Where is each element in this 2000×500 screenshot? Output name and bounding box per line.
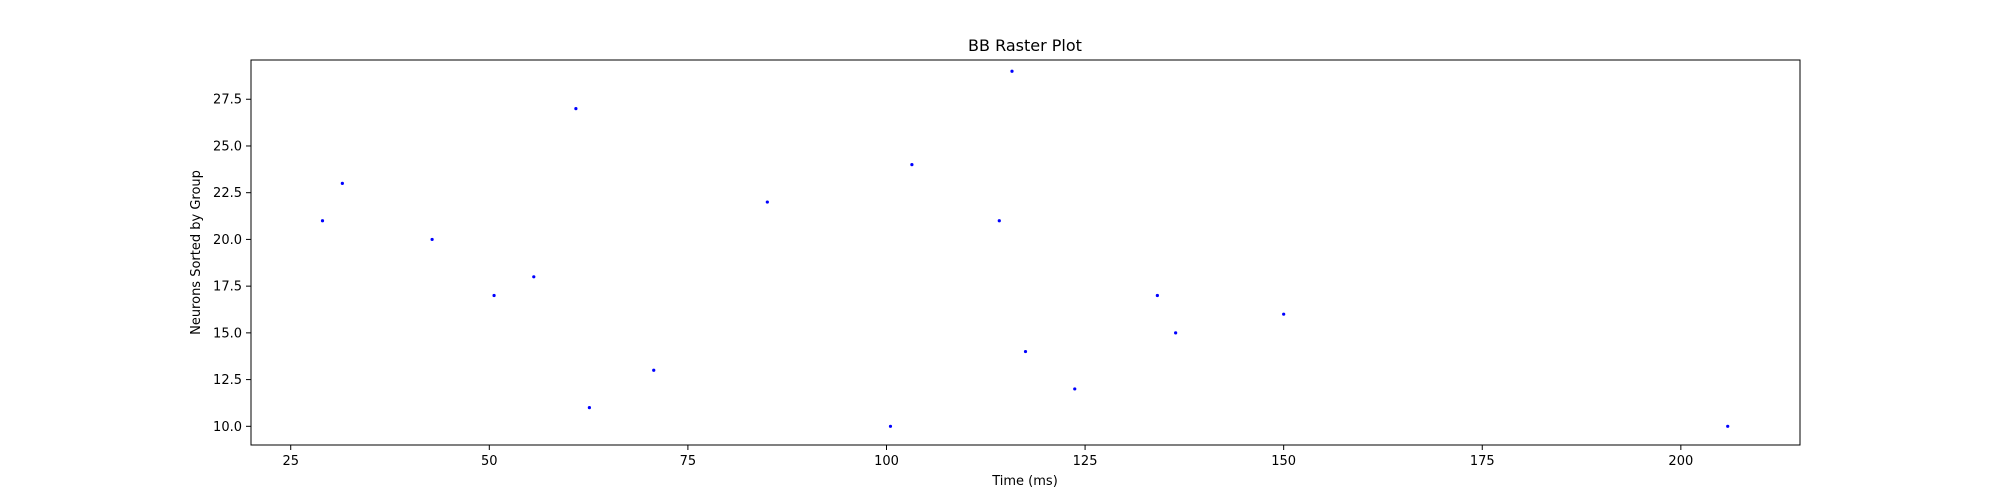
x-tick-label: 125 [1073, 454, 1098, 469]
spike-point [997, 219, 1001, 223]
plot-area-frame [250, 59, 1801, 446]
x-axis-label: Time (ms) [991, 474, 1058, 489]
spike-point [1282, 312, 1286, 316]
spike-point [765, 200, 769, 204]
spike-point [1726, 424, 1730, 428]
y-tick-label: 12.5 [213, 373, 242, 388]
y-tick-label: 20.0 [213, 233, 242, 248]
x-tick-label: 200 [1668, 454, 1693, 469]
x-tick-label: 100 [874, 454, 899, 469]
y-tick-label: 25.0 [213, 139, 242, 154]
y-tick-label: 17.5 [213, 280, 242, 295]
y-tick-label: 27.5 [213, 93, 242, 108]
chart-title: BB Raster Plot [968, 36, 1082, 55]
spike-point [1073, 387, 1077, 391]
spike-point [587, 406, 591, 410]
spike-point [430, 237, 434, 242]
y-axis-label: Neurons Sorted by Group [189, 170, 204, 335]
spike-point [340, 181, 344, 185]
spike-point [492, 293, 496, 298]
spike-point [574, 106, 578, 111]
spike-point [910, 163, 914, 167]
y-tick-label: 10.0 [213, 420, 242, 435]
spike-points [320, 69, 1730, 428]
x-tick-label: 150 [1271, 454, 1296, 469]
spike-point [1023, 349, 1028, 354]
spike-point [652, 368, 656, 372]
spike-point [1010, 69, 1014, 73]
y-tick-label: 22.5 [213, 186, 242, 201]
spike-point [320, 219, 325, 223]
x-tick-label: 50 [481, 454, 498, 469]
spike-point [888, 424, 893, 428]
x-tick-label: 25 [282, 454, 299, 469]
x-tick-label: 75 [680, 454, 697, 469]
y-axis-ticks: 10.0 12.5 15.0 17.5 20.0 22.5 25.0 27.5 [213, 93, 251, 435]
x-axis-ticks: 25 50 75 100 125 150 175 200 [282, 445, 1693, 469]
x-tick-label: 175 [1470, 454, 1495, 469]
spike-point [1174, 331, 1178, 335]
spike-point [1155, 293, 1159, 298]
spike-point [532, 275, 536, 279]
y-tick-label: 15.0 [213, 326, 242, 341]
